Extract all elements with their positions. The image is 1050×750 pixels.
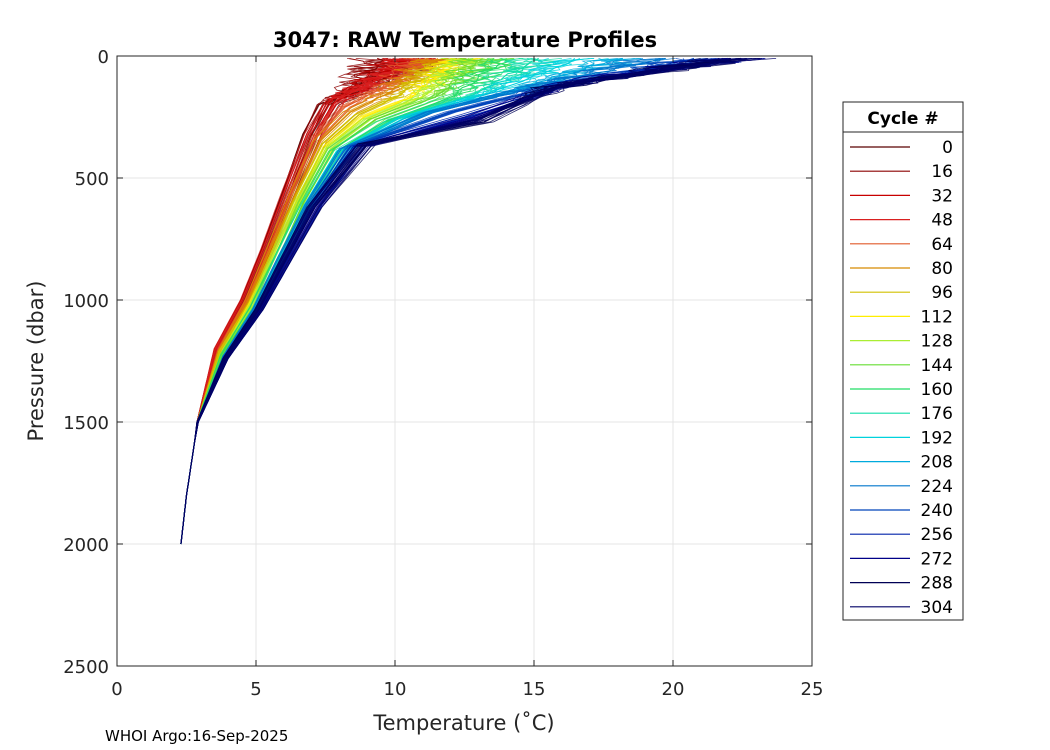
x-axis-label: Temperature (˚C) bbox=[372, 711, 554, 735]
legend-label-272: 272 bbox=[921, 549, 953, 569]
legend-label-240: 240 bbox=[921, 501, 953, 521]
series-256 bbox=[180, 57, 765, 545]
legend-entries: 0 16 32 48 64 80 96 112 128 144 160 176 192 208 224 240… bbox=[850, 138, 953, 618]
legend-label-176: 176 bbox=[921, 404, 953, 424]
series-304 bbox=[180, 57, 777, 545]
legend-label-112: 112 bbox=[921, 307, 953, 327]
x-tick-label: 25 bbox=[801, 679, 824, 700]
legend-label-208: 208 bbox=[921, 453, 953, 473]
legend-label-192: 192 bbox=[921, 428, 953, 448]
y-axis-label: Pressure (dbar) bbox=[24, 281, 48, 442]
series-272 bbox=[180, 57, 766, 545]
legend-label-96: 96 bbox=[931, 283, 953, 303]
plot-area bbox=[116, 55, 813, 667]
chart-title: 3047: RAW Temperature Profiles bbox=[273, 28, 657, 52]
legend-label-64: 64 bbox=[931, 235, 953, 255]
legend-label-256: 256 bbox=[921, 525, 953, 545]
y-tick-label: 1000 bbox=[63, 291, 109, 312]
profile-line-variant bbox=[180, 58, 552, 545]
footer-date: WHOI Argo:16-Sep-2025 bbox=[105, 727, 288, 745]
profile-line-variant bbox=[180, 58, 509, 545]
y-tick-label: 2000 bbox=[63, 535, 109, 556]
y-tick-label: 1500 bbox=[63, 413, 109, 434]
y-tick-label: 500 bbox=[75, 169, 109, 190]
legend-label-288: 288 bbox=[921, 574, 953, 594]
legend-label-144: 144 bbox=[921, 356, 953, 376]
axis-ticks: 0 5 10 15 20 25 0 500 1000 1500 2000 2500 bbox=[63, 47, 823, 700]
legend: Cycle # 0 16 32 48 64 80 96 112 128 144 160 176 192 2… bbox=[842, 101, 964, 621]
legend-label-16: 16 bbox=[931, 162, 953, 182]
profile-line bbox=[180, 57, 731, 545]
profile-line-variant bbox=[180, 58, 766, 545]
x-tick-label: 0 bbox=[111, 679, 122, 700]
profile-lines bbox=[180, 57, 777, 545]
legend-title: Cycle # bbox=[867, 109, 938, 129]
y-tick-label: 0 bbox=[98, 47, 109, 68]
x-tick-label: 15 bbox=[523, 679, 546, 700]
profile-line-variant bbox=[180, 58, 399, 545]
legend-label-304: 304 bbox=[921, 598, 953, 618]
x-tick-label: 10 bbox=[384, 679, 407, 700]
legend-label-0: 0 bbox=[942, 138, 953, 158]
profile-line-variant bbox=[180, 58, 382, 545]
legend-label-48: 48 bbox=[931, 211, 953, 231]
profile-line-variant bbox=[180, 58, 777, 545]
legend-label-80: 80 bbox=[931, 259, 953, 279]
legend-label-160: 160 bbox=[921, 380, 953, 400]
y-tick-label: 2500 bbox=[63, 657, 109, 678]
legend-label-128: 128 bbox=[921, 332, 953, 352]
legend-label-32: 32 bbox=[931, 186, 953, 206]
profile-line bbox=[180, 57, 510, 545]
profile-line-variant bbox=[180, 58, 748, 545]
profile-line-variant bbox=[180, 58, 736, 545]
x-tick-label: 20 bbox=[662, 679, 685, 700]
x-tick-label: 5 bbox=[250, 679, 261, 700]
legend-label-224: 224 bbox=[921, 477, 953, 497]
